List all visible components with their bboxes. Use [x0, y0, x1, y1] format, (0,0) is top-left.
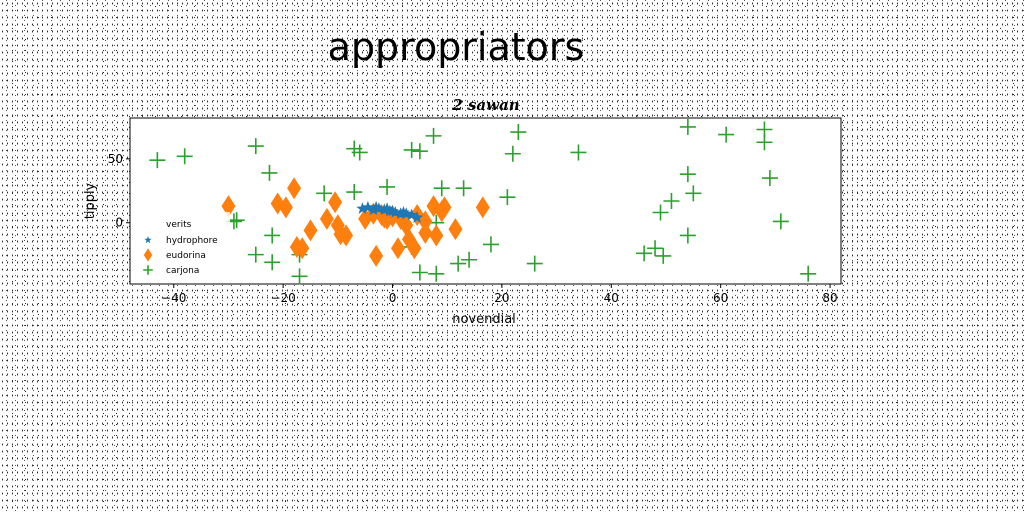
x-axis-label: novendial [452, 312, 516, 327]
carjona-point [756, 134, 773, 151]
carjona-point [800, 265, 817, 282]
carjona-point [351, 144, 368, 161]
legend-marker-eudorina [143, 248, 153, 262]
hydrophore-point [397, 206, 410, 218]
x-tick-label: −20 [270, 291, 295, 305]
y-tick-label: 50 [108, 152, 123, 166]
x-tick-label: 60 [713, 291, 728, 305]
carjona-point [510, 124, 527, 141]
carjona-point [450, 255, 467, 272]
carjona-point [455, 180, 472, 197]
axes-title: 2 sawan [451, 96, 519, 114]
x-tick-label: −40 [161, 291, 186, 305]
carjona-point [433, 180, 450, 197]
legend-label-eudorina: eudorina [166, 251, 206, 261]
carjona-point [772, 213, 789, 230]
y-tick-label: 0 [115, 216, 123, 230]
carjona-point [261, 164, 278, 181]
carjona-point [636, 245, 653, 262]
eudorina-point [287, 177, 302, 200]
eudorina-point [339, 224, 354, 247]
y-axis-ticks: 0 50 [108, 152, 130, 230]
hydrophore-point [369, 200, 383, 213]
hydrophore-point [380, 202, 394, 214]
x-tick-label: 0 [389, 291, 397, 305]
hydrophore-point [386, 204, 399, 217]
carjona-point [663, 193, 680, 209]
legend-label-carjona: carjona [166, 266, 199, 276]
carjona-point [482, 236, 499, 253]
carjona-point [247, 138, 264, 155]
carjona-point [655, 247, 672, 264]
carjona-point [679, 227, 696, 244]
carjona-point [652, 204, 669, 221]
carjona-point [647, 240, 664, 257]
eudorina-point [295, 237, 310, 260]
eudorina-point [437, 196, 452, 219]
legend-label-hydrophore: hydrophore [166, 236, 218, 246]
carjona-point [411, 264, 428, 281]
eudorina-point [319, 207, 334, 230]
carjona-point [679, 166, 696, 183]
carjona-point [461, 251, 478, 268]
hydrophore-point [356, 202, 369, 214]
x-axis-ticks: −40 −20 0 20 40 60 80 [161, 284, 838, 305]
carjona-point [247, 246, 264, 263]
page-title: appropriators [328, 25, 585, 69]
carjona-point [176, 148, 193, 165]
carjona-point [504, 145, 521, 162]
hydrophore-point [405, 208, 418, 221]
x-tick-label: 20 [494, 291, 509, 305]
carjona-point [761, 170, 778, 187]
carjona-point [264, 227, 281, 244]
carjona-point [264, 254, 281, 271]
legend-title: verits [166, 220, 192, 230]
carjona-point [526, 255, 543, 272]
carjona-point [428, 265, 445, 282]
eudorina-point [221, 195, 236, 218]
carjona-point [411, 143, 428, 160]
carjona-point [346, 184, 363, 201]
legend-marker-hydrophore [144, 236, 152, 244]
eudorina-point [390, 237, 405, 260]
carjona-point [291, 268, 308, 285]
hydrophore-point [394, 207, 407, 219]
legend: verits hydrophore eudorina carjona [136, 212, 230, 278]
carjona-point [570, 144, 587, 161]
carjona-point [316, 185, 333, 202]
scatter-marks [149, 118, 817, 285]
hydrophore-point [411, 211, 424, 223]
eudorina-point [429, 224, 444, 247]
eudorina-point [475, 196, 490, 219]
x-tick-label: 80 [822, 291, 837, 305]
carjona-point [425, 127, 442, 144]
eudorina-point [418, 221, 433, 244]
x-tick-label: 40 [604, 291, 619, 305]
carjona-point [149, 152, 166, 169]
eudorina-point [407, 237, 422, 260]
eudorina-point [448, 218, 463, 241]
legend-marker-carjona [143, 265, 153, 275]
carjona-point [403, 141, 420, 158]
carjona-point [679, 118, 696, 135]
legend-box [136, 212, 230, 278]
hydrophore-point [361, 200, 375, 213]
eudorina-point [369, 244, 384, 267]
carjona-point [718, 126, 735, 143]
carjona-point [685, 185, 702, 202]
eudorina-point [328, 191, 343, 214]
carjona-point [379, 178, 396, 195]
eudorina-point [278, 196, 293, 219]
carjona-point [228, 212, 245, 229]
y-axis-label: tipply [83, 182, 98, 219]
carjona-point [499, 189, 516, 206]
eudorina-point [303, 219, 318, 242]
